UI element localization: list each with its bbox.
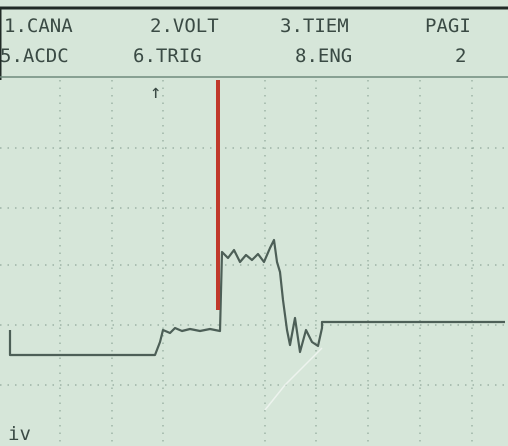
menu-item[interactable]: 6.TRIG <box>133 45 202 67</box>
menu-item[interactable]: 8.ENG <box>295 45 352 67</box>
footer-label: iv <box>8 423 31 445</box>
grid <box>0 80 508 446</box>
menu-item[interactable]: PAGI <box>425 15 471 37</box>
page-number: 2 <box>455 45 466 67</box>
menu-item[interactable]: 5.ACDC <box>0 45 69 67</box>
menu-item[interactable]: 1.CANA <box>4 15 73 37</box>
waveform-ghost <box>264 347 323 411</box>
trigger-marker: ↑ <box>150 81 161 103</box>
menu-item[interactable]: 3.TIEM <box>280 15 349 37</box>
menu-item[interactable]: 2.VOLT <box>150 15 219 37</box>
waveform-trace <box>8 238 505 357</box>
